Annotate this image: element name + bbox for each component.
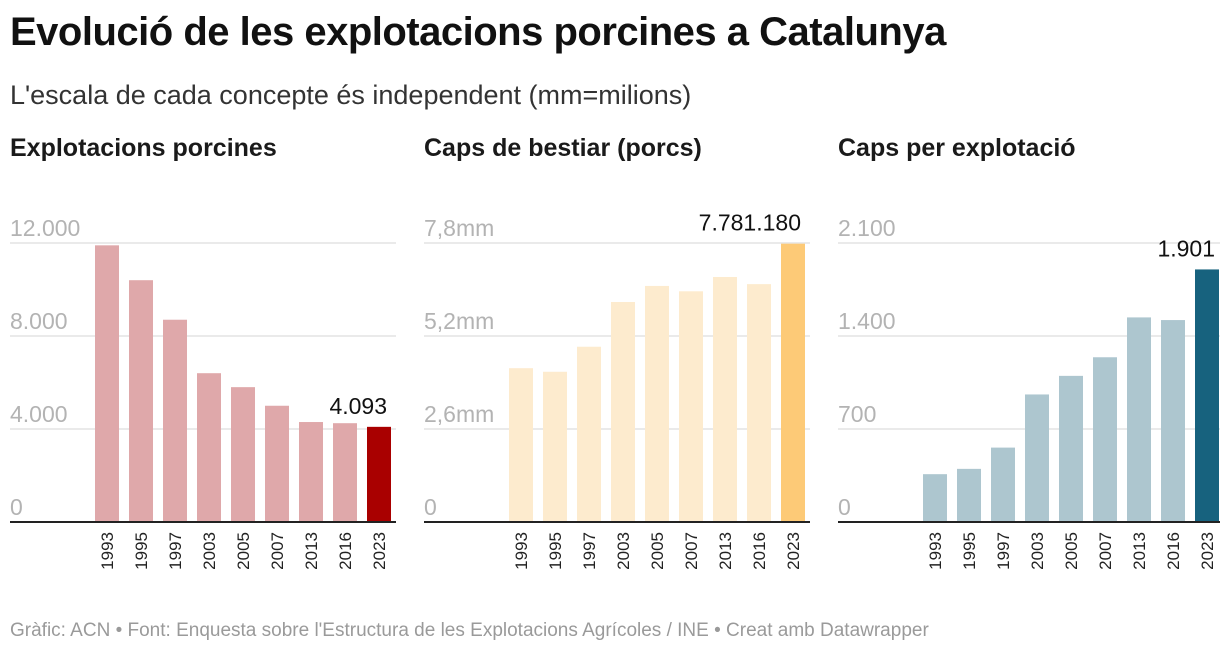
y-tick-label: 0 <box>10 494 23 520</box>
x-tick-label: 1993 <box>98 532 117 570</box>
chart-panel-explotacions: Explotacions porcines 0 4.000 8.000 12.000 1… <box>10 130 410 600</box>
bar-2023 <box>1195 269 1219 522</box>
page-title: Evolució de les explotacions porcines a … <box>10 10 946 54</box>
x-tick-label: 2007 <box>268 532 287 570</box>
y-tick-label: 1.400 <box>838 308 896 334</box>
bar-2023 <box>367 426 391 522</box>
bar-2007 <box>679 291 703 522</box>
bar-2016 <box>333 423 357 522</box>
bar-2013 <box>1127 317 1151 522</box>
x-tick-label: 2013 <box>716 532 735 570</box>
x-tick-label: 1995 <box>132 532 151 570</box>
x-tick-label: 2016 <box>336 532 355 570</box>
x-tick-label: 2003 <box>1028 532 1047 570</box>
bar-2016 <box>747 284 771 522</box>
bar-1993 <box>509 368 533 522</box>
bar-2005 <box>645 285 669 522</box>
x-tick-label: 1993 <box>512 532 531 570</box>
x-tick-label: 2023 <box>370 532 389 570</box>
x-tick-label: 2013 <box>302 532 321 570</box>
x-tick-label: 2005 <box>234 532 253 570</box>
page-subtitle: L'escala de cada concepte és independent… <box>10 80 692 110</box>
chart-title: Caps de bestiar (porcs) <box>424 134 702 162</box>
x-tick-label: 1993 <box>926 532 945 570</box>
bar-2005 <box>231 387 255 522</box>
bar-2005 <box>1059 375 1083 522</box>
bar-1995 <box>543 371 567 522</box>
chart-svg: 0 2,6mm 5,2mm 7,8mm 1993 1995 1997 2003 2005 2007… <box>424 210 810 570</box>
y-tick-label: 4.000 <box>10 401 68 427</box>
bar-2016 <box>1161 320 1185 522</box>
x-tick-label: 2016 <box>750 532 769 570</box>
x-tick-label: 2023 <box>1198 532 1217 570</box>
bar-1993 <box>95 245 119 522</box>
bar-2007 <box>1093 357 1117 522</box>
source-footer: Gràfic: ACN • Font: Enquesta sobre l'Est… <box>10 620 929 641</box>
x-tick-label: 2003 <box>614 532 633 570</box>
x-tick-label: 1997 <box>580 532 599 570</box>
bar-2023 <box>781 243 805 522</box>
bar-2013 <box>299 422 323 522</box>
x-tick-label: 1995 <box>960 532 979 570</box>
chart-title: Caps per explotació <box>838 134 1076 162</box>
value-annotation: 7.781.180 <box>699 210 801 236</box>
bar-2003 <box>197 373 221 522</box>
bar-2003 <box>611 302 635 522</box>
bar-1995 <box>957 468 981 522</box>
y-tick-label: 0 <box>838 494 851 520</box>
value-annotation: 1.901 <box>1157 235 1215 261</box>
y-tick-label: 12.000 <box>10 215 80 241</box>
x-tick-label: 2007 <box>1096 532 1115 570</box>
chart-title: Explotacions porcines <box>10 134 277 162</box>
bar-1995 <box>129 280 153 522</box>
x-tick-label: 2005 <box>1062 532 1081 570</box>
bar-2007 <box>265 405 289 522</box>
x-tick-label: 2023 <box>784 532 803 570</box>
x-tick-label: 2003 <box>200 532 219 570</box>
bar-1997 <box>577 346 601 522</box>
y-tick-label: 2,6mm <box>424 401 494 427</box>
bar-1993 <box>923 474 947 522</box>
y-tick-label: 5,2mm <box>424 308 494 334</box>
bar-1997 <box>163 319 187 522</box>
x-tick-label: 2005 <box>648 532 667 570</box>
bar-1997 <box>991 447 1015 522</box>
chart-panel-caps-per-explotacio: Caps per explotació 0 700 1.400 2.100 1993 19… <box>838 130 1220 600</box>
x-tick-label: 2016 <box>1164 532 1183 570</box>
x-tick-label: 2007 <box>682 532 701 570</box>
chart-svg: 0 4.000 8.000 12.000 1993 1995 1997 2003 2005 200… <box>10 215 396 570</box>
y-tick-label: 8.000 <box>10 308 68 334</box>
y-tick-label: 700 <box>838 401 876 427</box>
x-tick-label: 1997 <box>994 532 1013 570</box>
x-tick-label: 1995 <box>546 532 565 570</box>
chart-panel-caps-bestiar: Caps de bestiar (porcs) 0 2,6mm 5,2mm 7,8mm… <box>424 130 824 600</box>
y-tick-label: 7,8mm <box>424 215 494 241</box>
bar-2013 <box>713 276 737 522</box>
bar-2003 <box>1025 394 1049 522</box>
chart-svg: 0 700 1.400 2.100 1993 1995 1997 2003 2005 2007 20… <box>838 215 1220 570</box>
value-annotation: 4.093 <box>329 393 387 419</box>
y-tick-label: 2.100 <box>838 215 896 241</box>
y-tick-label: 0 <box>424 494 437 520</box>
x-tick-label: 2013 <box>1130 532 1149 570</box>
x-tick-label: 1997 <box>166 532 185 570</box>
